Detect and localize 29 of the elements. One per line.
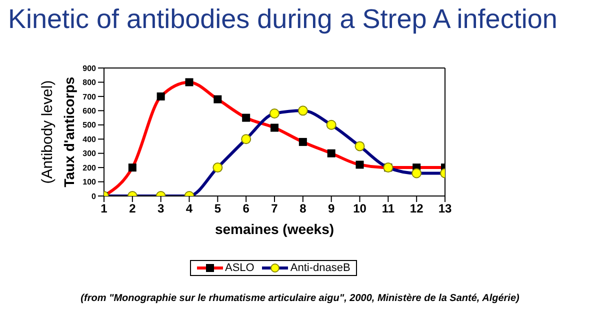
y-tick-label: 300 [82, 149, 97, 158]
y-tick-label: 600 [82, 106, 97, 116]
y-tick-label: 0 [92, 192, 97, 201]
y-tick-label: 900 [82, 64, 97, 73]
legend-label: Anti-dnaseB [289, 262, 350, 274]
x-tick-label: 8 [300, 202, 307, 216]
x-axis-title: semaines (weeks) [214, 221, 334, 237]
x-tick-label: 2 [129, 202, 136, 216]
text: (from "Monographie sur le rhumatisme articulaire aigu", 2000, Ministère de la Santé, Algérie) [80, 293, 520, 304]
x-tick-label: 3 [157, 202, 164, 216]
y-tick-label: 800 [82, 78, 97, 88]
x-tick-label: 12 [410, 202, 424, 216]
x-tick-label: 6 [242, 202, 250, 216]
x-tick-label: 10 [353, 202, 367, 216]
x-tick-label: 9 [328, 202, 335, 216]
y-tick-label: 400 [82, 134, 97, 144]
x-tick-label: 4 [186, 202, 193, 216]
chart-title: Kinetic of antibodies during a Strep A infection [8, 4, 558, 35]
y-tick-label: 700 [82, 92, 97, 102]
y-tick-label: 500 [82, 120, 97, 130]
x-tick-label: 5 [214, 202, 222, 216]
y-tick-label: 200 [82, 163, 97, 172]
y-axis-title: (Antibody level) Taux d'anticorps [39, 76, 77, 188]
x-tick-label: 13 [438, 202, 452, 216]
x-tick-label: 1 [100, 202, 108, 216]
x-tick-label: 11 [382, 202, 395, 216]
x-tick-label: 7 [271, 202, 278, 216]
y-tick-label: 100 [82, 178, 97, 187]
legend-label: ASLO [224, 262, 254, 274]
